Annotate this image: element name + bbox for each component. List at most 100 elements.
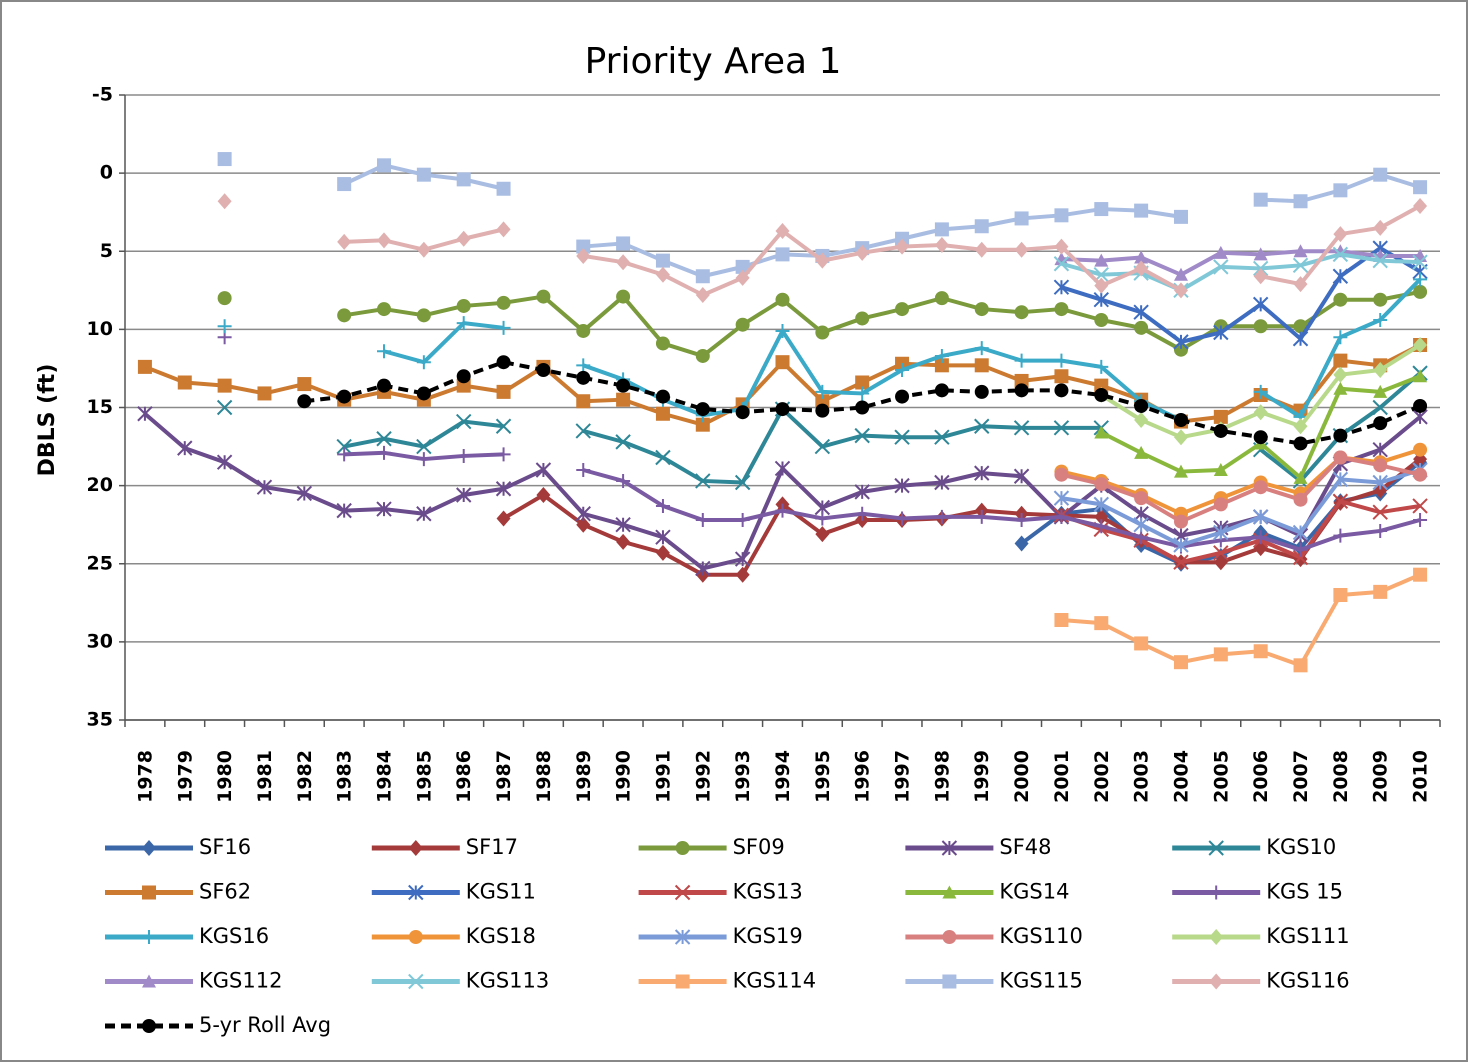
data-point <box>974 418 990 434</box>
data-point <box>576 239 591 254</box>
legend-marker <box>942 885 957 899</box>
x-tick-label: 1992 <box>692 750 714 803</box>
legend-label: KGS 15 <box>1266 880 1343 904</box>
data-point <box>416 241 431 258</box>
data-point <box>616 236 631 251</box>
y-tick-label: 5 <box>100 240 113 262</box>
data-point <box>1413 398 1428 413</box>
data-point <box>1014 535 1029 552</box>
data-point <box>217 378 232 393</box>
data-point <box>1054 353 1069 368</box>
data-point <box>1094 508 1109 525</box>
data-point <box>655 389 670 404</box>
data-point <box>1213 259 1229 275</box>
data-point <box>774 460 791 477</box>
data-point <box>337 389 352 404</box>
data-point <box>934 348 949 363</box>
data-point <box>974 358 989 373</box>
x-tick-label: 1986 <box>453 750 475 803</box>
data-point <box>1413 180 1428 195</box>
data-point <box>934 509 949 524</box>
data-point <box>1054 369 1069 384</box>
data-point <box>1373 384 1388 398</box>
data-point <box>495 481 512 497</box>
legend-marker <box>142 930 156 944</box>
data-point <box>695 402 710 417</box>
data-point <box>1413 567 1428 582</box>
data-point <box>616 378 631 393</box>
data-point <box>855 244 870 261</box>
data-point <box>496 221 511 238</box>
x-tick-label: 1978 <box>134 750 156 803</box>
data-point <box>1173 464 1188 478</box>
data-point <box>377 232 392 249</box>
data-point <box>655 529 671 545</box>
data-point <box>814 438 831 455</box>
data-point <box>257 386 272 401</box>
data-point <box>1412 254 1428 270</box>
data-point <box>854 427 870 444</box>
data-point <box>1253 480 1268 495</box>
legend-marker <box>1209 885 1224 900</box>
data-point <box>416 438 432 455</box>
data-point <box>1134 636 1149 651</box>
data-point <box>1293 194 1308 209</box>
data-point <box>655 336 670 351</box>
legend-label: KGS115 <box>999 969 1082 993</box>
data-point <box>1412 498 1428 514</box>
legend-marker <box>408 884 424 901</box>
data-point <box>1373 584 1388 599</box>
data-point <box>1213 245 1228 259</box>
data-point <box>536 487 551 503</box>
data-point <box>1332 246 1349 263</box>
data-point <box>1213 554 1228 571</box>
data-point <box>775 247 790 262</box>
data-point <box>1173 413 1188 427</box>
legend-marker <box>408 973 424 990</box>
data-point <box>1134 260 1149 277</box>
data-point <box>934 383 949 398</box>
data-point <box>137 359 152 374</box>
data-point <box>576 247 591 264</box>
legend-marker <box>142 1019 156 1033</box>
data-point <box>1333 528 1348 543</box>
data-point <box>1332 471 1349 488</box>
data-point <box>1014 211 1029 226</box>
data-point <box>974 241 989 258</box>
data-point <box>1292 524 1309 541</box>
data-point <box>815 252 830 269</box>
legend-label: SF62 <box>199 880 251 904</box>
data-point <box>1253 384 1268 399</box>
data-point <box>217 319 232 334</box>
data-point <box>1293 418 1308 435</box>
data-point <box>1293 492 1308 507</box>
data-point <box>1333 588 1348 602</box>
data-point <box>536 363 551 377</box>
series-line <box>1060 252 1421 293</box>
data-point <box>974 384 989 399</box>
data-point <box>456 316 471 331</box>
data-point <box>1054 238 1069 255</box>
data-point <box>1253 530 1268 545</box>
data-point <box>695 560 711 577</box>
series-line <box>1060 499 1421 565</box>
data-point <box>416 308 431 323</box>
data-point <box>1293 542 1308 557</box>
data-point <box>1333 366 1348 383</box>
data-point <box>1053 420 1070 436</box>
data-point <box>616 392 631 407</box>
legend-marker <box>142 974 156 988</box>
data-point <box>337 447 352 462</box>
x-tick-label: 1993 <box>732 750 754 803</box>
x-tick-label: 2005 <box>1210 750 1232 803</box>
data-point <box>734 474 751 491</box>
data-point <box>376 431 392 447</box>
data-point <box>1413 197 1428 214</box>
legend-marker <box>675 974 690 989</box>
data-point <box>974 302 989 317</box>
data-point <box>1094 388 1109 402</box>
data-point <box>1413 442 1428 457</box>
data-point <box>496 181 511 196</box>
data-point <box>974 465 990 481</box>
